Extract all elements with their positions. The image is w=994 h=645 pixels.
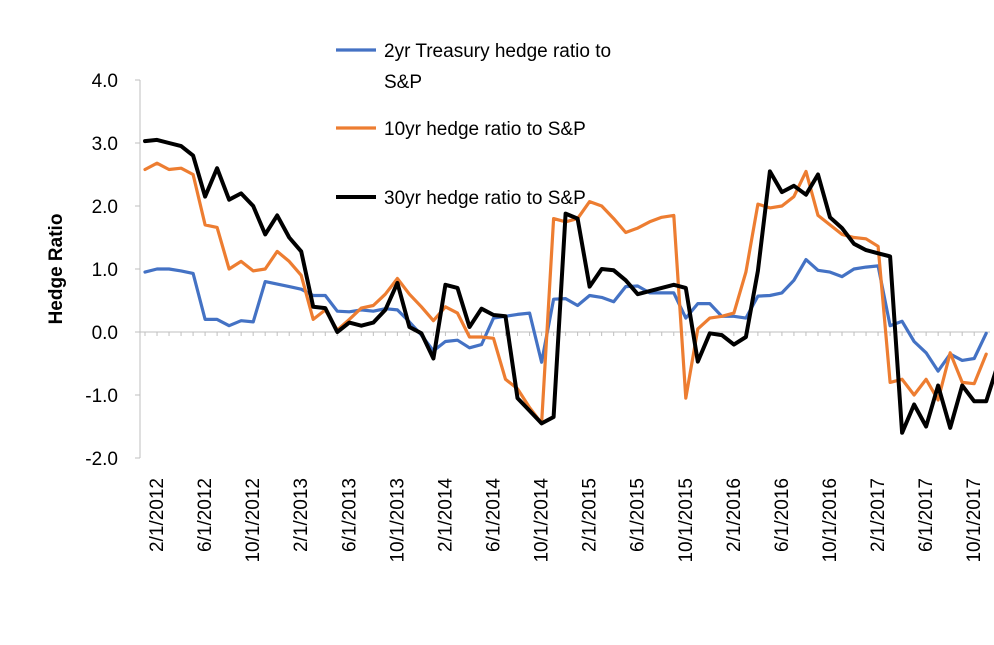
legend-label: 30yr hedge ratio to S&P [384, 188, 586, 209]
x-tick-label: 6/1/2012 [195, 478, 216, 552]
x-tick-label: 10/1/2012 [243, 478, 264, 563]
series-line-30yr [143, 137, 994, 435]
x-tick-label: 6/1/2013 [339, 478, 360, 552]
y-axis: -2.0 -1.0 0.0 1.0 2.0 3.0 4.0 [85, 71, 141, 470]
legend-label: S&P [384, 72, 422, 93]
x-tick-label: 2/1/2012 [147, 478, 168, 552]
series-line-2yr [143, 258, 988, 373]
x-tick-label: 2/1/2016 [724, 478, 745, 552]
x-tick-label: 2/1/2017 [868, 478, 889, 552]
legend-label: 10yr hedge ratio to S&P [384, 119, 586, 140]
legend-label: 2yr Treasury hedge ratio to [384, 41, 611, 62]
y-tick-label: 4.0 [92, 71, 118, 92]
y-axis-label: Hedge Ratio [46, 214, 67, 325]
y-tick-label: 1.0 [92, 260, 118, 281]
x-axis: 2/1/2012 6/1/2012 10/1/2012 2/1/2013 6/1/201… [140, 331, 990, 563]
x-tick-label: 2/1/2014 [435, 478, 456, 552]
y-tick-label: -2.0 [85, 449, 118, 470]
x-tick-label: 2/1/2013 [291, 478, 312, 552]
x-tick-label: 10/1/2013 [387, 478, 408, 563]
y-tick-label: -1.0 [85, 386, 118, 407]
x-tick-label: 6/1/2014 [484, 478, 505, 552]
x-tick-label: 10/1/2017 [964, 478, 985, 563]
x-tick-label: 10/1/2016 [820, 478, 841, 563]
x-tick-label: 10/1/2015 [676, 478, 697, 563]
x-tick-label: 6/1/2015 [628, 478, 649, 552]
x-tick-label: 2/1/2015 [580, 478, 601, 552]
y-tick-label: 2.0 [92, 197, 118, 218]
series-lines [143, 137, 994, 435]
x-tick-label: 6/1/2017 [916, 478, 937, 552]
y-tick-label: 0.0 [92, 323, 118, 344]
y-tick-label: 3.0 [92, 134, 118, 155]
x-tick-label: 6/1/2016 [772, 478, 793, 552]
legend: 2yr Treasury hedge ratio to S&P 10yr hedge… [336, 41, 611, 209]
x-tick-label: 10/1/2014 [532, 478, 553, 563]
